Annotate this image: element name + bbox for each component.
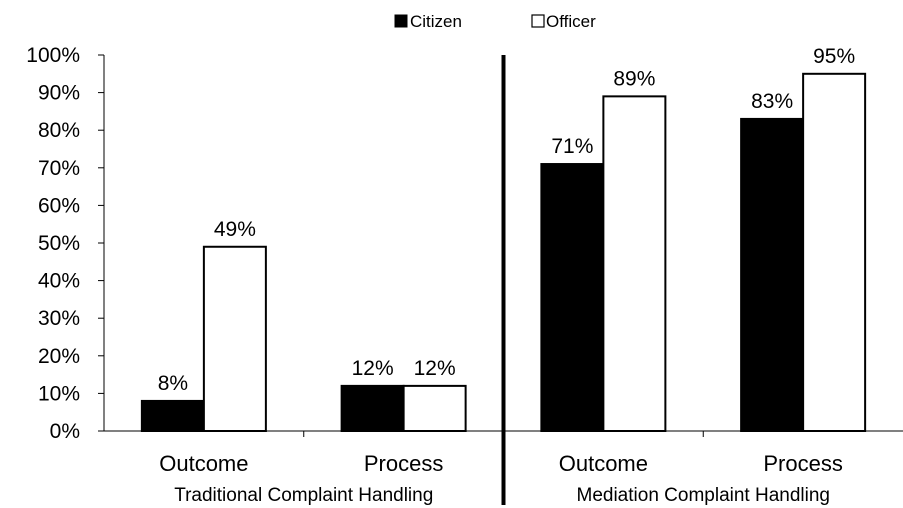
y-tick-label: 60% bbox=[38, 194, 80, 217]
y-tick-label: 90% bbox=[38, 82, 80, 105]
x-tick-label: Outcome bbox=[559, 451, 648, 476]
bar-officer-1 bbox=[402, 384, 467, 433]
bar-citizen-1 bbox=[340, 384, 405, 433]
data-label-citizen-2: 71% bbox=[551, 135, 593, 158]
legend-label-officer: Officer bbox=[546, 12, 596, 31]
bar-citizen-3 bbox=[740, 117, 805, 432]
data-label-citizen-0: 8% bbox=[158, 372, 188, 395]
y-tick-label: 10% bbox=[38, 382, 80, 405]
bar-officer-3 bbox=[802, 72, 867, 433]
legend: Citizen Officer bbox=[394, 12, 596, 31]
y-tick-label: 80% bbox=[38, 119, 80, 142]
group-label: Traditional Complaint Handling bbox=[174, 485, 433, 506]
data-label-officer-2: 89% bbox=[613, 67, 655, 90]
legend-label-citizen: Citizen bbox=[410, 12, 462, 31]
data-label-citizen-1: 12% bbox=[352, 357, 394, 380]
bar-citizen-2 bbox=[540, 163, 605, 432]
data-label-citizen-3: 83% bbox=[751, 90, 793, 113]
group-label: Mediation Complaint Handling bbox=[577, 485, 830, 506]
x-tick-label: Process bbox=[763, 451, 842, 476]
data-label-officer-0: 49% bbox=[214, 218, 256, 241]
data-label-officer-1: 12% bbox=[414, 357, 456, 380]
y-tick-label: 100% bbox=[26, 44, 80, 67]
y-tick-label: 20% bbox=[38, 345, 80, 368]
bar-officer-0 bbox=[202, 245, 267, 432]
bar-officer-2 bbox=[602, 95, 667, 433]
y-tick-label: 0% bbox=[50, 420, 80, 443]
y-tick-label: 70% bbox=[38, 157, 80, 180]
y-tick-label: 30% bbox=[38, 307, 80, 330]
legend-swatch-citizen bbox=[394, 14, 408, 28]
x-tick-label: Outcome bbox=[159, 451, 248, 476]
y-tick-label: 40% bbox=[38, 270, 80, 293]
bar-citizen-0 bbox=[140, 399, 205, 433]
x-tick-label: Process bbox=[364, 451, 443, 476]
data-label-officer-3: 95% bbox=[813, 45, 855, 68]
legend-swatch-officer bbox=[531, 14, 545, 28]
plot-area: 0% 10% 20% 30% 40% 50% 60% 70% 80% 90% 100% 8% 49% Ou… bbox=[26, 44, 903, 506]
y-tick-label: 50% bbox=[38, 232, 80, 255]
